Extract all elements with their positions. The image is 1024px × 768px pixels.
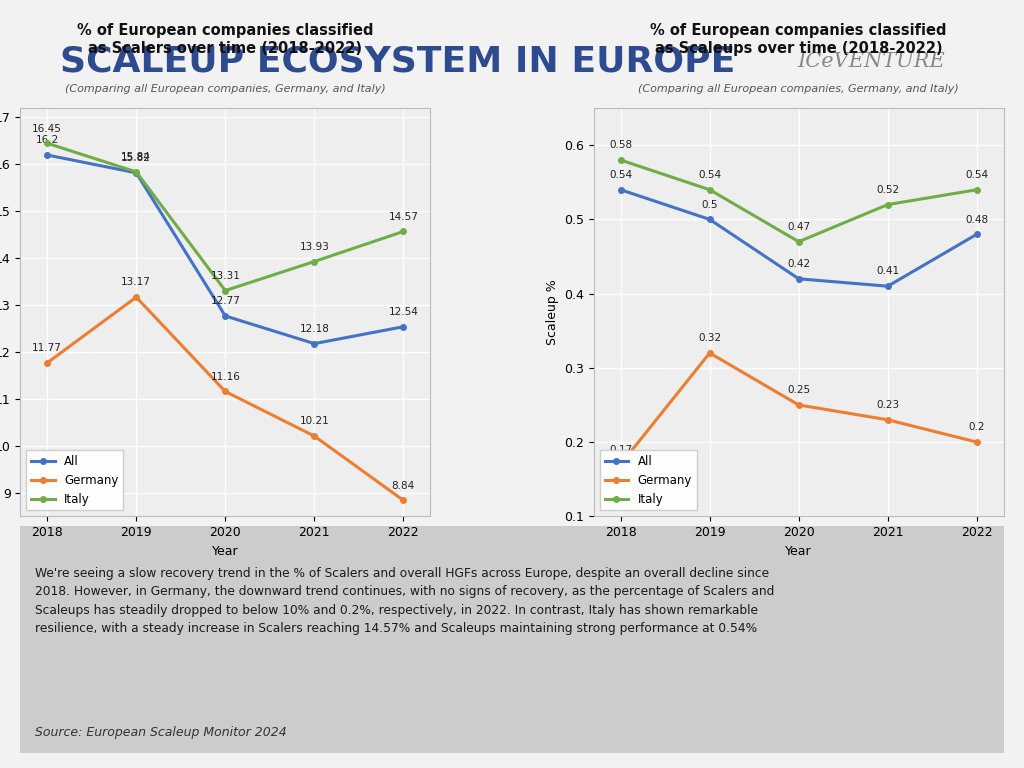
Text: ICeVENTURE: ICeVENTURE — [797, 51, 945, 71]
Line: Germany: Germany — [617, 350, 980, 467]
Text: (Comparing all European companies, Germany, and Italy): (Comparing all European companies, Germa… — [638, 84, 959, 94]
Germany — [793, 400, 805, 409]
All — [219, 311, 231, 320]
Text: 0.2: 0.2 — [969, 422, 985, 432]
Text: 8.84: 8.84 — [392, 481, 415, 491]
Text: 13.93: 13.93 — [299, 242, 330, 252]
Text: 12.54: 12.54 — [388, 307, 419, 317]
Text: 0.54: 0.54 — [698, 170, 721, 180]
Text: % of European companies classified
as Scalers over time (2018-2022): % of European companies classified as Sc… — [77, 24, 374, 56]
Germany — [41, 358, 53, 367]
Italy — [219, 286, 231, 295]
Italy — [793, 237, 805, 247]
All — [882, 282, 894, 291]
Legend: All, Germany, Italy: All, Germany, Italy — [27, 450, 123, 511]
X-axis label: Year: Year — [785, 545, 812, 558]
Italy — [882, 200, 894, 209]
Text: 13.17: 13.17 — [121, 277, 152, 287]
Germany — [614, 460, 627, 469]
Germany — [971, 438, 983, 447]
Germany — [308, 432, 321, 441]
Text: 14.57: 14.57 — [388, 212, 419, 222]
Text: 0.25: 0.25 — [787, 386, 810, 396]
Text: SCALEUP ECOSYSTEM IN EUROPE: SCALEUP ECOSYSTEM IN EUROPE — [59, 44, 735, 78]
Text: 0.52: 0.52 — [877, 185, 899, 195]
Text: 0.48: 0.48 — [966, 214, 988, 224]
Germany — [219, 387, 231, 396]
All — [130, 168, 142, 177]
Line: Italy: Italy — [617, 157, 980, 244]
Text: % of European companies classified
as Scaleups over time (2018-2022): % of European companies classified as Sc… — [650, 24, 947, 56]
All — [41, 151, 53, 160]
Text: 0.5: 0.5 — [701, 200, 718, 210]
Text: 16.45: 16.45 — [32, 124, 62, 134]
Text: 0.17: 0.17 — [609, 445, 632, 455]
Text: 0.47: 0.47 — [787, 222, 810, 232]
Text: 0.32: 0.32 — [698, 333, 721, 343]
X-axis label: Year: Year — [212, 545, 239, 558]
Text: We're seeing a slow recovery trend in the % of Scalers and overall HGFs across E: We're seeing a slow recovery trend in th… — [35, 567, 774, 635]
All — [971, 230, 983, 239]
Text: 15.84: 15.84 — [121, 152, 152, 162]
Text: 11.16: 11.16 — [210, 372, 241, 382]
Text: Source: European Scaleup Monitor 2024: Source: European Scaleup Monitor 2024 — [35, 726, 287, 739]
Italy — [41, 139, 53, 148]
Text: 16.2: 16.2 — [36, 135, 58, 145]
Text: 10.21: 10.21 — [299, 416, 329, 426]
Text: (Comparing all European companies, Germany, and Italy): (Comparing all European companies, Germa… — [65, 84, 386, 94]
Text: 15.82: 15.82 — [121, 153, 152, 163]
Line: All: All — [617, 187, 980, 289]
Italy — [614, 155, 627, 164]
All — [793, 274, 805, 283]
Italy — [703, 185, 716, 194]
Germany — [703, 349, 716, 358]
Text: 12.77: 12.77 — [210, 296, 241, 306]
Text: 0.41: 0.41 — [877, 266, 899, 276]
Text: 0.23: 0.23 — [877, 400, 899, 410]
Legend: All, Germany, Italy: All, Germany, Italy — [600, 450, 696, 511]
All — [703, 215, 716, 224]
Germany — [397, 495, 410, 505]
Y-axis label: Scaleup %: Scaleup % — [546, 280, 559, 345]
Text: 0.54: 0.54 — [609, 170, 632, 180]
Line: Italy: Italy — [44, 141, 407, 293]
Text: 13.31: 13.31 — [210, 271, 241, 281]
Germany — [882, 415, 894, 425]
Line: Germany: Germany — [44, 294, 407, 503]
Italy — [308, 257, 321, 266]
Italy — [397, 227, 410, 236]
Italy — [130, 167, 142, 177]
Text: 0.54: 0.54 — [966, 170, 988, 180]
Text: 11.77: 11.77 — [32, 343, 62, 353]
All — [308, 339, 321, 348]
Text: 12.18: 12.18 — [299, 324, 330, 334]
Germany — [130, 293, 142, 302]
All — [397, 322, 410, 331]
Text: 0.58: 0.58 — [609, 141, 632, 151]
Line: All: All — [44, 152, 407, 346]
Italy — [971, 185, 983, 194]
All — [614, 185, 627, 194]
Text: 0.42: 0.42 — [787, 259, 810, 269]
